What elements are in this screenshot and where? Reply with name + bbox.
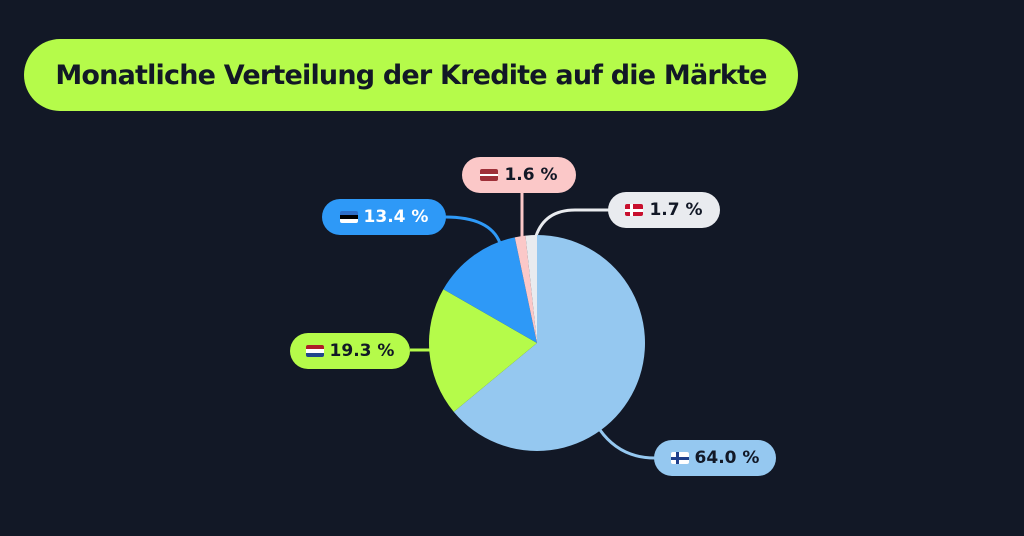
label-netherlands: 19.3 % [290,333,410,369]
chart-title: Monatliche Verteilung der Kredite auf di… [55,59,767,91]
leader-line-finland [598,429,656,460]
pie-slice-latvia [514,235,537,343]
netherlands-flag-icon [305,345,324,357]
pie-slice-denmark [525,235,537,343]
label-denmark: 1.7 % [608,192,720,228]
label-latvia: 1.6 % [462,157,576,193]
leader-line-estonia [444,215,502,244]
pie-slice-finland [453,235,645,451]
pie-slice-netherlands [429,289,537,412]
denmark-flag-icon [625,204,644,216]
pie-slices [429,235,645,451]
leader-line-denmark [534,208,610,237]
estonia-flag-icon [339,211,358,223]
latvia-flag-icon [480,169,499,181]
pie-slice-estonia [443,237,537,343]
title-banner: Monatliche Verteilung der Kredite auf di… [24,39,798,111]
finland-flag-icon [670,452,689,464]
label-estonia: 13.4 % [322,199,446,235]
label-finland: 64.0 % [654,440,776,476]
